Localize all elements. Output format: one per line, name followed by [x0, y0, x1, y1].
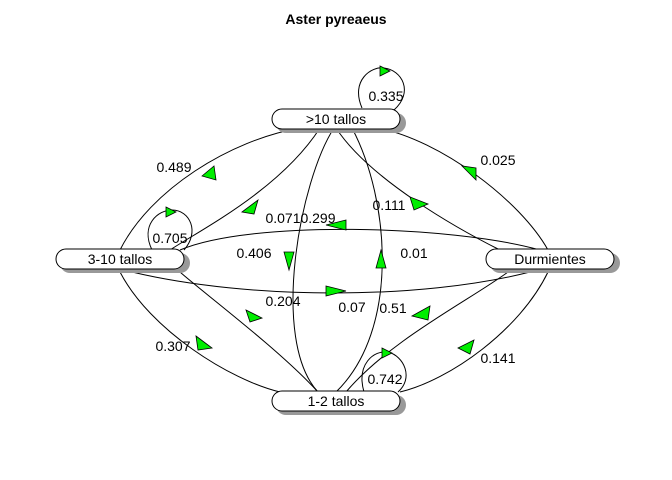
edge-t310-gt10 [119, 127, 301, 251]
label-t12-t310: 0.204 [265, 293, 300, 309]
arrow-t12-dorm [410, 305, 431, 321]
label-t12-dorm: 0.51 [379, 300, 406, 316]
label-t12-self: 0.742 [367, 371, 402, 387]
label-gt10-t310: 0.071 [265, 210, 300, 226]
edge-gt10-t310 [169, 127, 321, 251]
label-dorm-t12: 0.141 [480, 350, 515, 366]
node-t310: 3-10 tallos [55, 248, 190, 273]
node-t12-label: 1-2 tallos [308, 393, 365, 409]
node-dorm-label: Durmientes [514, 251, 586, 267]
arrow-t310-gt10 [201, 165, 217, 181]
label-t12-gt10: 0.01 [400, 245, 427, 261]
arrow-t12-gt10 [375, 248, 387, 269]
edge-t310-t12 [119, 271, 281, 393]
node-t12: 1-2 tallos [271, 390, 406, 415]
node-t12-box [271, 390, 401, 412]
arrow-t310-t12 [195, 335, 214, 351]
edge-t12-gt10 [335, 127, 383, 393]
arrow-t310-self [165, 206, 177, 218]
node-dorm-box [485, 248, 615, 270]
arrow-gt10-t310 [241, 198, 259, 215]
arrow-gt10-t12 [283, 251, 295, 272]
edge-labels: 0.335 0.705 0.742 0.489 0.071 0.025 0.11… [152, 88, 515, 387]
node-t310-label: 3-10 tallos [88, 251, 153, 267]
edge-t12-t310 [179, 271, 319, 393]
arrow-dorm-gt10 [460, 165, 477, 181]
arrow-t12-t310 [245, 309, 264, 323]
arrow-gt10-self [379, 65, 391, 77]
label-gt10-dorm: 0.111 [373, 197, 406, 213]
arrow-t12-self [381, 347, 393, 359]
arrow-dorm-t310 [325, 219, 347, 231]
arrow-dorm-t12 [457, 339, 475, 355]
edge-t12-dorm [345, 271, 509, 393]
edge-dorm-gt10 [377, 127, 549, 251]
arrowheads [165, 65, 477, 359]
node-gt10: >10 tallos [271, 108, 406, 133]
edge-dorm-t12 [399, 271, 549, 393]
label-t310-dorm: 0.07 [338, 299, 365, 315]
label-dorm-t310: 0.299 [300, 210, 335, 226]
label-dorm-gt10: 0.025 [480, 152, 515, 168]
edge-gt10-t12 [292, 127, 335, 393]
label-gt10-self: 0.335 [368, 88, 403, 104]
node-gt10-label: >10 tallos [306, 111, 366, 127]
arrow-t310-dorm [325, 285, 347, 297]
label-gt10-t12: 0.406 [236, 245, 271, 261]
diagram-title: Aster pyreaeus [285, 11, 386, 27]
label-t310-gt10: 0.489 [156, 159, 191, 175]
label-t310-self: 0.705 [152, 230, 187, 246]
label-t310-t12: 0.307 [155, 338, 190, 354]
edge-dorm-t310 [179, 228, 541, 251]
node-t310-box [55, 248, 185, 270]
node-dorm: Durmientes [485, 248, 620, 273]
node-gt10-box [271, 108, 401, 130]
arrow-gt10-dorm [409, 196, 430, 211]
